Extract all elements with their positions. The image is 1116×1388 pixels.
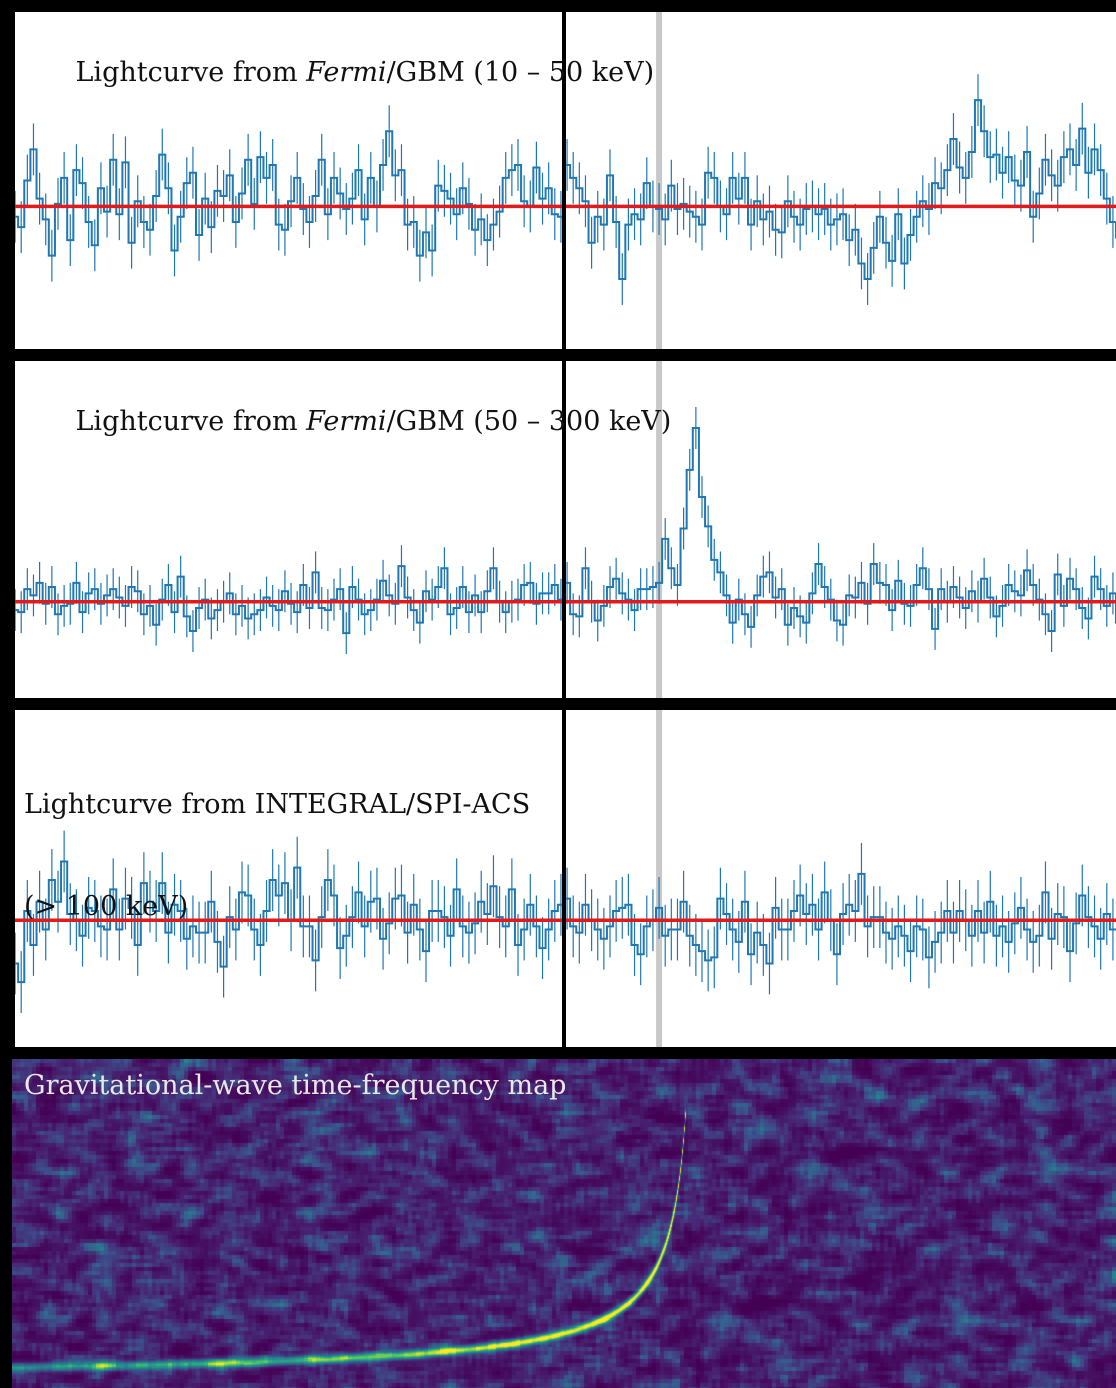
panel-title-gbm-high: Lightcurve from Fermi/GBM (50 – 300 keV) [24, 371, 672, 473]
title-line-2: (> 100 keV) [24, 891, 189, 922]
lightcurve-panel-gbm-high: Lightcurve from Fermi/GBM (50 – 300 keV) [12, 361, 1116, 698]
title-italic: Fermi [306, 406, 387, 437]
gw-spectrogram-image [12, 1059, 1116, 1388]
panel-title-gbm-low: Lightcurve from Fermi/GBM (10 – 50 keV) [24, 22, 655, 124]
title-suffix: /GBM (10 – 50 keV) [386, 57, 655, 88]
title-prefix: Lightcurve from [75, 406, 307, 437]
panel-title-gw: Gravitational-wave time-frequency map [24, 1070, 567, 1101]
title-line-1: Lightcurve from INTEGRAL/SPI-ACS [24, 789, 531, 820]
title-suffix: /GBM (50 – 300 keV) [386, 406, 672, 437]
lightcurve-series [12, 99, 1116, 281]
panel-title-spi-acs: Lightcurve from INTEGRAL/SPI-ACS (> 100 … [24, 720, 530, 992]
gw-spectrogram-panel: Gravitational-wave time-frequency map [12, 1059, 1116, 1388]
error-bars [14, 830, 1114, 1013]
lightcurve-gbm-high-plot [12, 361, 1116, 698]
lightcurve-spi-acs-plot [12, 710, 1116, 1047]
lightcurve-panel-spi-acs: Lightcurve from INTEGRAL/SPI-ACS (> 100 … [12, 710, 1116, 1047]
lightcurve-gbm-low-plot [12, 12, 1116, 349]
lightcurve-series [12, 426, 1116, 635]
title-prefix: Lightcurve from [75, 57, 307, 88]
title-italic: Fermi [306, 57, 387, 88]
lightcurve-panel-gbm-low: Lightcurve from Fermi/GBM (10 – 50 keV) [12, 12, 1116, 349]
